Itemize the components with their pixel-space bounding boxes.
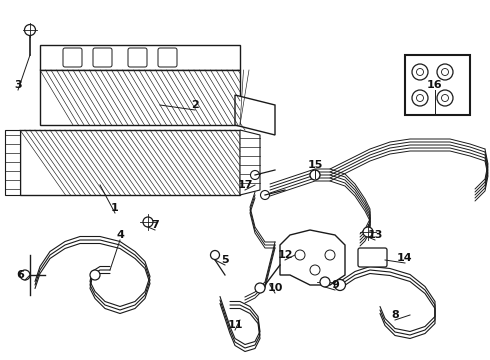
Text: 16: 16 xyxy=(427,80,443,90)
Circle shape xyxy=(441,68,448,76)
Text: 13: 13 xyxy=(368,230,383,240)
Circle shape xyxy=(416,94,423,102)
FancyBboxPatch shape xyxy=(63,48,82,67)
Circle shape xyxy=(20,270,30,280)
Text: 5: 5 xyxy=(221,255,229,265)
Text: 15: 15 xyxy=(307,160,323,170)
Circle shape xyxy=(437,64,453,80)
Polygon shape xyxy=(40,45,240,70)
Text: 6: 6 xyxy=(16,270,24,280)
Polygon shape xyxy=(20,130,240,195)
Text: 3: 3 xyxy=(14,80,22,90)
Text: 12: 12 xyxy=(277,250,293,260)
Circle shape xyxy=(416,68,423,76)
Circle shape xyxy=(255,283,265,293)
Circle shape xyxy=(320,277,330,287)
Circle shape xyxy=(250,171,260,180)
Circle shape xyxy=(211,251,220,260)
Circle shape xyxy=(441,94,448,102)
FancyBboxPatch shape xyxy=(358,248,387,267)
Circle shape xyxy=(90,270,100,280)
Text: 2: 2 xyxy=(191,100,199,110)
FancyBboxPatch shape xyxy=(405,55,470,115)
Circle shape xyxy=(437,90,453,106)
Polygon shape xyxy=(280,230,345,285)
Circle shape xyxy=(310,265,320,275)
Polygon shape xyxy=(5,130,20,195)
Circle shape xyxy=(295,250,305,260)
Text: 7: 7 xyxy=(151,220,159,230)
Text: 11: 11 xyxy=(227,320,243,330)
FancyBboxPatch shape xyxy=(158,48,177,67)
Polygon shape xyxy=(235,95,275,135)
Text: 9: 9 xyxy=(331,280,339,290)
Circle shape xyxy=(335,279,345,291)
Text: 8: 8 xyxy=(391,310,399,320)
FancyBboxPatch shape xyxy=(128,48,147,67)
Text: 1: 1 xyxy=(111,203,119,213)
Circle shape xyxy=(412,90,428,106)
Text: 17: 17 xyxy=(237,180,253,190)
Circle shape xyxy=(310,170,320,180)
Polygon shape xyxy=(240,130,260,195)
Polygon shape xyxy=(40,70,240,125)
FancyBboxPatch shape xyxy=(93,48,112,67)
Circle shape xyxy=(261,190,270,199)
Text: 14: 14 xyxy=(397,253,413,263)
Circle shape xyxy=(143,217,153,227)
Circle shape xyxy=(412,64,428,80)
Text: 4: 4 xyxy=(116,230,124,240)
Circle shape xyxy=(325,250,335,260)
Circle shape xyxy=(24,24,35,36)
Text: 10: 10 xyxy=(268,283,283,293)
Circle shape xyxy=(363,227,373,237)
